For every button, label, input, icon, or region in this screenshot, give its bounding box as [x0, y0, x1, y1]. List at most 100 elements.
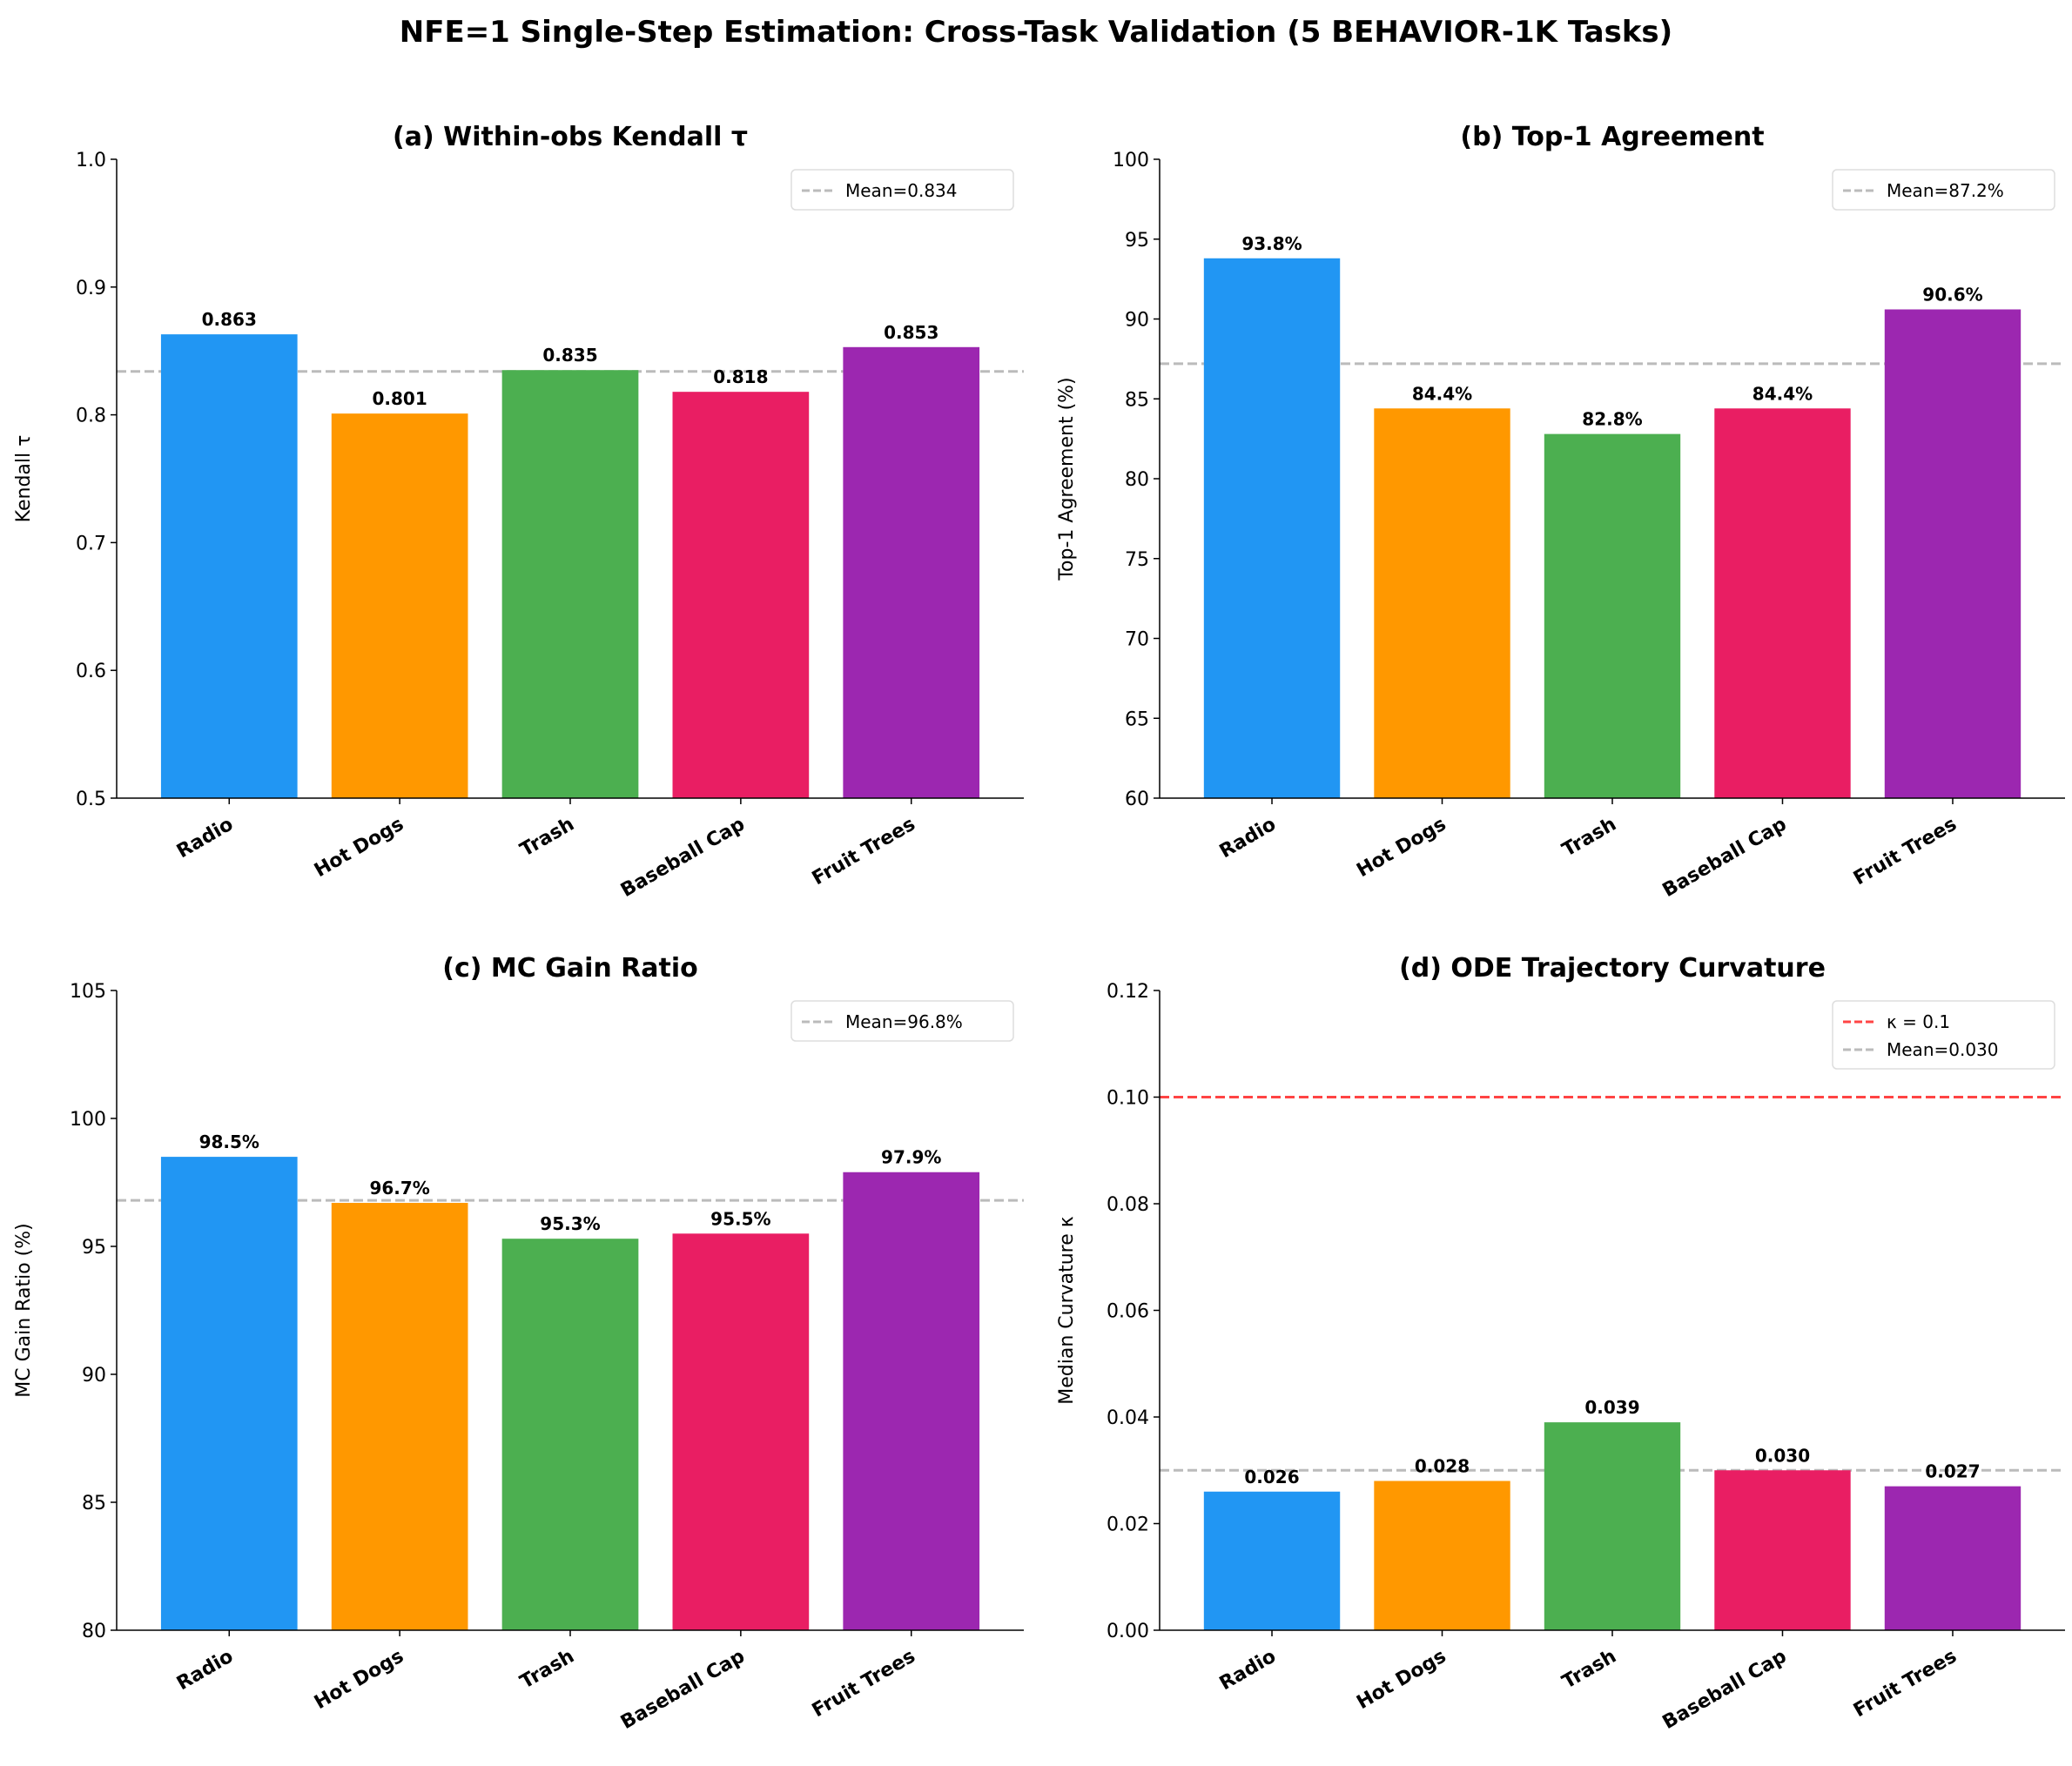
y-tick-label: 0.7 — [76, 533, 106, 554]
data-label: 0.853 — [884, 322, 938, 343]
panel-title: (c) MC Gain Ratio — [442, 953, 698, 984]
y-tick-label: 0.9 — [76, 278, 106, 299]
legend-label: Mean=96.8% — [845, 1011, 963, 1032]
x-tick-label: Hot Dogs — [1353, 814, 1450, 883]
x-tick-label: Fruit Trees — [1850, 1646, 1961, 1722]
y-axis-label: Median Curvature κ — [1056, 1216, 1078, 1405]
x-tick-label: Trash — [516, 1646, 578, 1694]
x-tick-label: Radio — [173, 1646, 237, 1695]
bar — [1884, 309, 2022, 798]
y-tick-label: 65 — [1125, 708, 1149, 730]
bar — [331, 413, 468, 798]
x-tick-label: Trash — [1558, 1646, 1620, 1694]
x-tick-label: Baseball Cap — [1659, 1646, 1791, 1735]
bar — [1544, 1422, 1681, 1630]
data-label: 84.4% — [1412, 383, 1472, 404]
y-tick-label: 0.5 — [76, 789, 106, 810]
data-label: 84.4% — [1752, 383, 1813, 404]
x-tick-label: Baseball Cap — [617, 1646, 749, 1735]
x-tick-label: Radio — [173, 814, 237, 863]
data-label: 0.039 — [1584, 1397, 1639, 1418]
y-tick-label: 0.06 — [1107, 1301, 1149, 1323]
legend-label: κ = 0.1 — [1887, 1011, 1950, 1032]
y-tick-label: 0.6 — [76, 661, 106, 682]
y-tick-label: 90 — [1125, 310, 1149, 332]
bar — [160, 1157, 298, 1630]
legend-label: Mean=0.834 — [845, 180, 958, 201]
y-tick-label: 95 — [82, 1237, 106, 1259]
legend-box — [1832, 1000, 2055, 1070]
bar — [501, 1239, 639, 1630]
data-label: 97.9% — [881, 1147, 941, 1168]
y-tick-label: 100 — [70, 1109, 106, 1131]
legend-box — [1832, 169, 2055, 211]
data-label: 98.5% — [199, 1131, 259, 1152]
bar — [1203, 258, 1341, 798]
legend-label: Mean=0.030 — [1887, 1039, 1999, 1060]
panel-c: (c) MC Gain Ratio MC Gain Ratio (%) 98.5% R… — [13, 953, 1024, 1734]
x-tick-label: Radio — [1216, 1646, 1280, 1695]
bar — [160, 334, 298, 799]
x-tick-label: Baseball Cap — [1659, 814, 1791, 903]
y-tick-label: 0.10 — [1107, 1088, 1149, 1110]
data-label: 0.028 — [1415, 1456, 1470, 1477]
data-label: 0.026 — [1244, 1467, 1299, 1487]
y-tick-label: 0.8 — [76, 406, 106, 427]
bar — [672, 1233, 810, 1630]
x-tick-label: Hot Dogs — [311, 1646, 407, 1715]
data-label: 96.7% — [369, 1178, 429, 1199]
legend: κ = 0.1 Mean=0.030 — [1832, 1000, 2055, 1070]
y-tick-label: 95 — [1125, 230, 1149, 252]
bar — [1203, 1491, 1341, 1630]
y-axis-label: Kendall τ — [13, 435, 35, 523]
x-tick-label: Hot Dogs — [1353, 1646, 1450, 1715]
y-tick-label: 0.12 — [1107, 981, 1149, 1003]
y-tick-label: 90 — [82, 1365, 106, 1387]
y-axis-label: MC Gain Ratio (%) — [13, 1223, 35, 1397]
y-tick-label: 0.00 — [1107, 1621, 1149, 1642]
x-tick-label: Trash — [1558, 814, 1620, 862]
data-label: 0.801 — [373, 388, 427, 409]
data-label: 95.5% — [710, 1208, 770, 1229]
data-label: 0.030 — [1755, 1445, 1810, 1466]
data-label: 0.835 — [542, 345, 597, 366]
legend: Mean=87.2% — [1832, 169, 2055, 211]
legend: Mean=0.834 — [790, 169, 1014, 211]
bar — [501, 370, 639, 798]
y-tick-label: 0.08 — [1107, 1194, 1149, 1216]
y-tick-label: 100 — [1113, 150, 1149, 171]
bar — [1374, 1481, 1510, 1630]
panel-title: (b) Top-1 Agreement — [1460, 122, 1764, 152]
panel-title: (a) Within-obs Kendall τ — [393, 122, 748, 152]
panel-b: (b) Top-1 Agreement Top-1 Agreement (%) 93… — [1056, 122, 2065, 902]
x-tick-label: Trash — [516, 814, 578, 862]
y-tick-label: 85 — [82, 1493, 106, 1514]
data-label: 0.863 — [202, 309, 257, 330]
panel-title: (d) ODE Trajectory Curvature — [1399, 953, 1826, 984]
y-tick-label: 85 — [1125, 389, 1149, 411]
data-label: 95.3% — [540, 1213, 600, 1234]
data-label: 90.6% — [1922, 284, 1982, 305]
bar — [1374, 408, 1510, 798]
x-tick-label: Radio — [1216, 814, 1280, 863]
figure-title: NFE=1 Single-Step Estimation: Cross-Task… — [400, 15, 1672, 50]
bar — [672, 392, 810, 798]
bar — [1714, 408, 1851, 798]
bar — [843, 1172, 980, 1630]
data-label: 0.027 — [1925, 1461, 1980, 1482]
x-tick-label: Hot Dogs — [311, 814, 407, 883]
data-label: 0.818 — [713, 366, 768, 387]
y-tick-label: 0.02 — [1107, 1514, 1149, 1536]
y-tick-label: 75 — [1125, 549, 1149, 571]
y-tick-label: 0.04 — [1107, 1407, 1149, 1429]
legend-box — [790, 169, 1014, 211]
data-label: 93.8% — [1241, 233, 1302, 254]
legend: Mean=96.8% — [790, 1000, 1014, 1042]
y-tick-label: 70 — [1125, 629, 1149, 651]
panel-d: (d) ODE Trajectory Curvature Median Curva… — [1056, 953, 2065, 1734]
bar — [1714, 1470, 1851, 1630]
x-tick-label: Fruit Trees — [809, 1646, 919, 1722]
bar — [331, 1203, 468, 1630]
bar — [1884, 1486, 2022, 1630]
